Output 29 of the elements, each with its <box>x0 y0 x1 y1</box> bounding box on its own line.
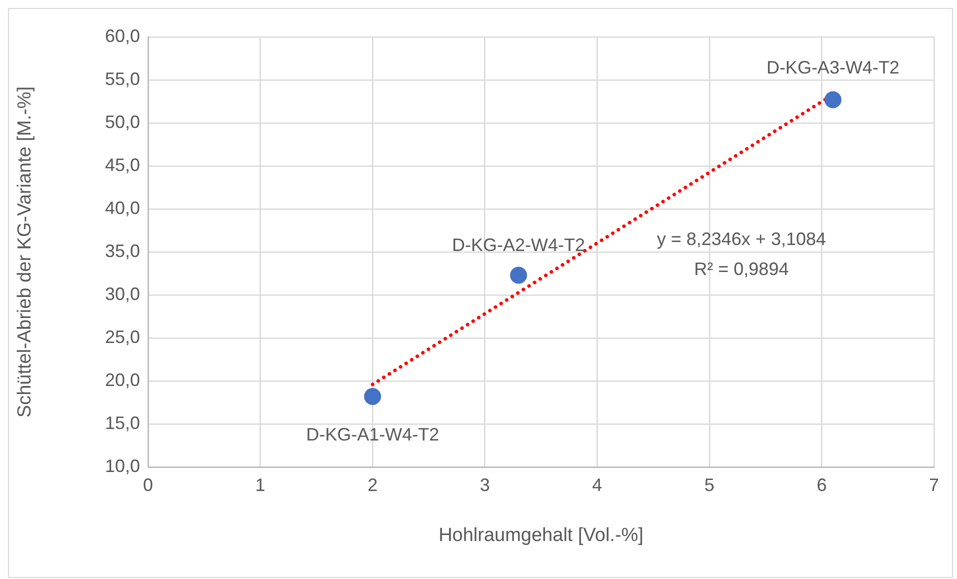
x-tick-label: 2 <box>368 474 378 495</box>
y-tick-label: 60,0 <box>104 26 140 46</box>
x-tick-label: 5 <box>704 474 714 495</box>
annotation: D-KG-A1-W4-T2 <box>306 424 440 444</box>
y-tick-label: 10,0 <box>104 456 140 476</box>
y-axis-title: Schüttel-Abrieb der KG-Variante [M.-%] <box>14 86 36 418</box>
annotation: y = 8,2346x + 3,1084 <box>656 228 826 249</box>
y-tick-label: 50,0 <box>104 112 140 132</box>
annotation: D-KG-A3-W4-T2 <box>766 58 900 78</box>
point <box>364 388 382 405</box>
x-tick-label: 7 <box>928 474 940 495</box>
y-tick-label: 55,0 <box>104 68 140 89</box>
point <box>510 266 528 284</box>
x-axis-title: Hohlraumgehalt [Vol.-%] <box>438 524 644 546</box>
y-tick-label: 40,0 <box>104 198 140 218</box>
y-tick-label: 45,0 <box>104 154 140 175</box>
x-tick-label: 4 <box>592 474 602 495</box>
y-tick-label: 30,0 <box>104 284 140 304</box>
annotation: R² = 0,9894 <box>694 258 789 279</box>
x-tick-label: 1 <box>255 474 266 495</box>
y-tick-label: 35,0 <box>104 240 140 261</box>
x-tick-label: 6 <box>816 474 827 495</box>
point <box>824 91 842 108</box>
x-tick-label: 3 <box>480 474 490 495</box>
y-tick-label: 20,0 <box>104 370 140 390</box>
y-tick-label: 25,0 <box>104 326 140 347</box>
x-tick-label: 0 <box>142 474 154 495</box>
annotation: D-KG-A2-W4-T2 <box>452 235 586 256</box>
y-tick-label: 15,0 <box>104 412 140 433</box>
